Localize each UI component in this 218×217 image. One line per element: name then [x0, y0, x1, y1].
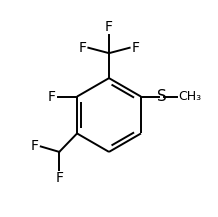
Text: F: F	[105, 20, 113, 34]
Text: F: F	[48, 90, 56, 104]
Text: F: F	[131, 41, 139, 55]
Text: F: F	[79, 41, 87, 55]
Text: S: S	[157, 89, 166, 104]
Text: F: F	[31, 140, 39, 153]
Text: F: F	[55, 171, 63, 186]
Text: CH₃: CH₃	[178, 90, 201, 103]
